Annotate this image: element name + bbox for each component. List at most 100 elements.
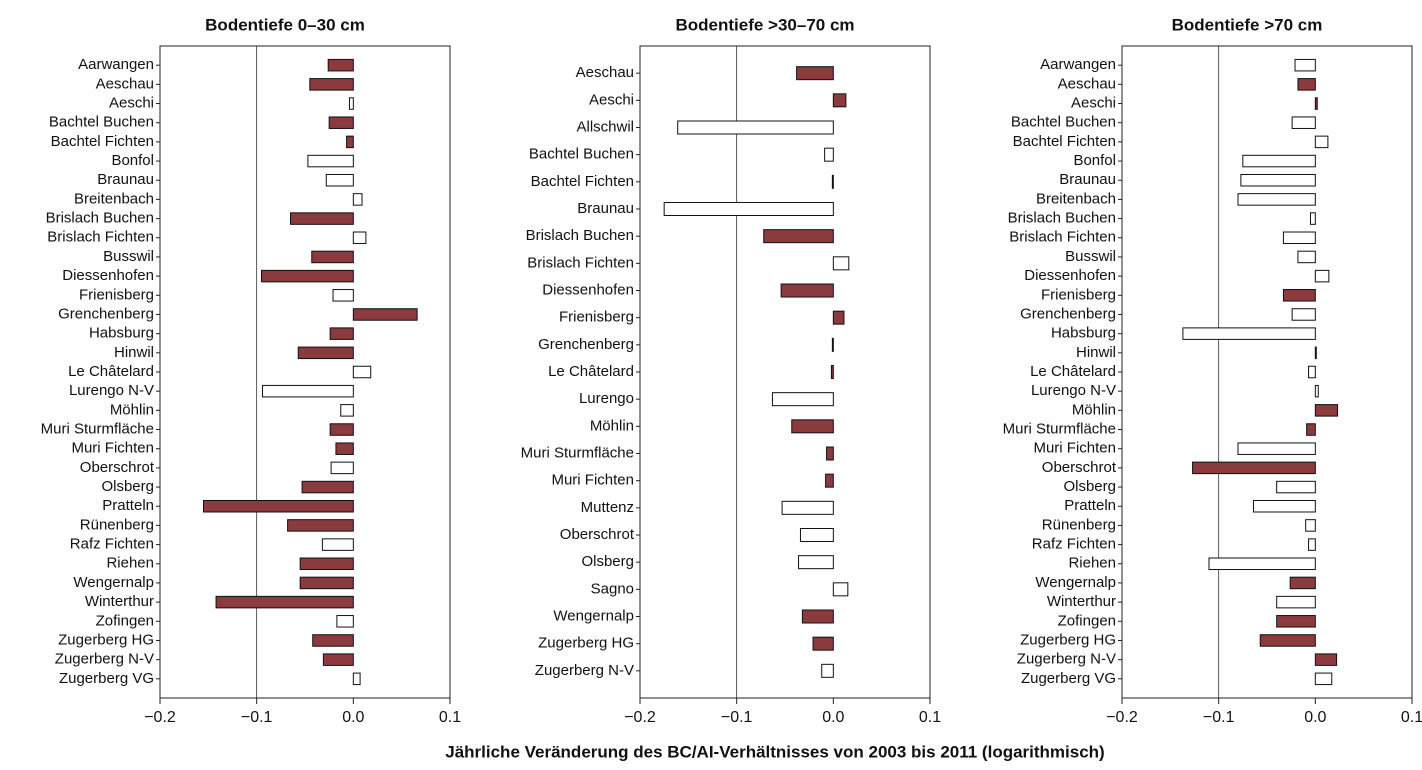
- bar: [763, 229, 834, 244]
- bar: [1297, 250, 1316, 264]
- bar: [799, 528, 834, 542]
- x-tick-label: 0.1: [919, 709, 941, 726]
- category-label: Rafz Fichten: [70, 536, 154, 553]
- bar: [287, 519, 354, 532]
- bar: [801, 609, 834, 624]
- bar: [1308, 365, 1316, 379]
- bar: [299, 576, 354, 590]
- bar: [1289, 576, 1316, 590]
- category-label: Habsburg: [89, 325, 154, 342]
- category-label: Winterthur: [85, 593, 154, 610]
- bar: [328, 116, 354, 129]
- bar: [1297, 78, 1316, 91]
- category-label: Breitenbach: [1036, 190, 1116, 207]
- category-label: Brislach Buchen: [1008, 210, 1116, 227]
- x-axis-label: Jährliche Veränderung des BC/AI-Verhältn…: [445, 742, 1104, 761]
- bar: [348, 97, 354, 110]
- x-tick-label: 0.0: [1304, 709, 1326, 726]
- bar: [1314, 672, 1333, 686]
- category-label: Rünenberg: [80, 516, 154, 533]
- bar: [1291, 308, 1316, 321]
- category-label: Diessenhofen: [62, 267, 154, 284]
- bar: [831, 174, 834, 189]
- category-label: Winterthur: [1047, 593, 1116, 610]
- bar: [1310, 212, 1316, 225]
- bar: [352, 231, 367, 245]
- category-label: Möhlin: [110, 401, 154, 418]
- category-label: Zugerberg N-V: [55, 651, 154, 668]
- bar: [1276, 615, 1316, 628]
- category-label: Lurengo N-V: [1031, 382, 1116, 399]
- bar: [1314, 653, 1338, 666]
- category-label: Rafz Fichten: [1032, 536, 1116, 553]
- category-label: Braunau: [97, 171, 154, 188]
- bar: [321, 538, 354, 551]
- category-label: Oberschrot: [560, 526, 635, 543]
- bar: [352, 672, 361, 686]
- plot-frame: [639, 45, 931, 699]
- category-label: Grenchenberg: [58, 305, 154, 322]
- bar: [352, 308, 418, 321]
- category-label: Muri Sturmfläche: [1003, 420, 1116, 437]
- bar: [327, 58, 354, 72]
- bar: [340, 404, 354, 417]
- bar: [325, 173, 354, 187]
- category-label: Aarwangen: [78, 56, 154, 73]
- bar: [1240, 173, 1316, 187]
- bar: [1314, 404, 1339, 417]
- category-label: Pratteln: [1064, 497, 1116, 514]
- category-label: Riehen: [1068, 555, 1116, 572]
- x-tick-label: −0.2: [624, 709, 656, 726]
- bar: [1242, 154, 1316, 168]
- category-label: Oberschrot: [1042, 459, 1117, 476]
- bar: [329, 423, 354, 436]
- bar: [1314, 346, 1317, 360]
- bar: [677, 120, 834, 135]
- bar: [798, 555, 834, 570]
- bar: [1314, 269, 1330, 283]
- category-label: Busswil: [1065, 248, 1116, 265]
- category-label: Le Châtelard: [68, 363, 154, 380]
- bar: [825, 473, 834, 488]
- bar: [832, 93, 847, 108]
- bar: [781, 500, 834, 515]
- bar: [309, 78, 354, 91]
- bar: [1305, 519, 1316, 532]
- panel-title: Bodentiefe >70 cm: [1172, 15, 1323, 34]
- x-tick-label: −0.2: [144, 709, 176, 726]
- category-label: Möhlin: [590, 417, 634, 434]
- category-label: Olsberg: [581, 553, 634, 570]
- bar: [812, 636, 834, 651]
- category-label: Bachtel Fichten: [1013, 133, 1116, 150]
- bar: [1282, 289, 1316, 302]
- category-label: Zugerberg VG: [59, 670, 154, 687]
- bar: [1237, 442, 1316, 455]
- category-label: Bachtel Fichten: [531, 173, 634, 190]
- bar: [301, 480, 354, 494]
- category-label: Allschwil: [576, 118, 634, 135]
- bar: [1237, 193, 1316, 206]
- category-label: Riehen: [106, 555, 154, 572]
- bar: [203, 499, 354, 513]
- bar: [771, 392, 834, 407]
- category-label: Diessenhofen: [542, 281, 634, 298]
- category-label: Hinwil: [1076, 344, 1116, 361]
- category-label: Habsburg: [1051, 325, 1116, 342]
- category-label: Aeschi: [109, 94, 154, 111]
- bar: [1314, 384, 1319, 398]
- category-label: Bachtel Fichten: [51, 133, 154, 150]
- bar: [329, 327, 354, 340]
- category-label: Zugerberg VG: [1021, 670, 1116, 687]
- bar: [352, 365, 372, 379]
- bar: [1192, 461, 1316, 475]
- category-label: Zugerberg HG: [538, 635, 634, 652]
- bar: [297, 346, 354, 360]
- bar: [215, 595, 354, 609]
- bar: [312, 634, 354, 647]
- category-label: Grenchenberg: [538, 336, 634, 353]
- bar: [1259, 634, 1316, 647]
- bar: [830, 365, 834, 379]
- category-label: Lurengo N-V: [69, 382, 154, 399]
- category-label: Olsberg: [1063, 478, 1116, 495]
